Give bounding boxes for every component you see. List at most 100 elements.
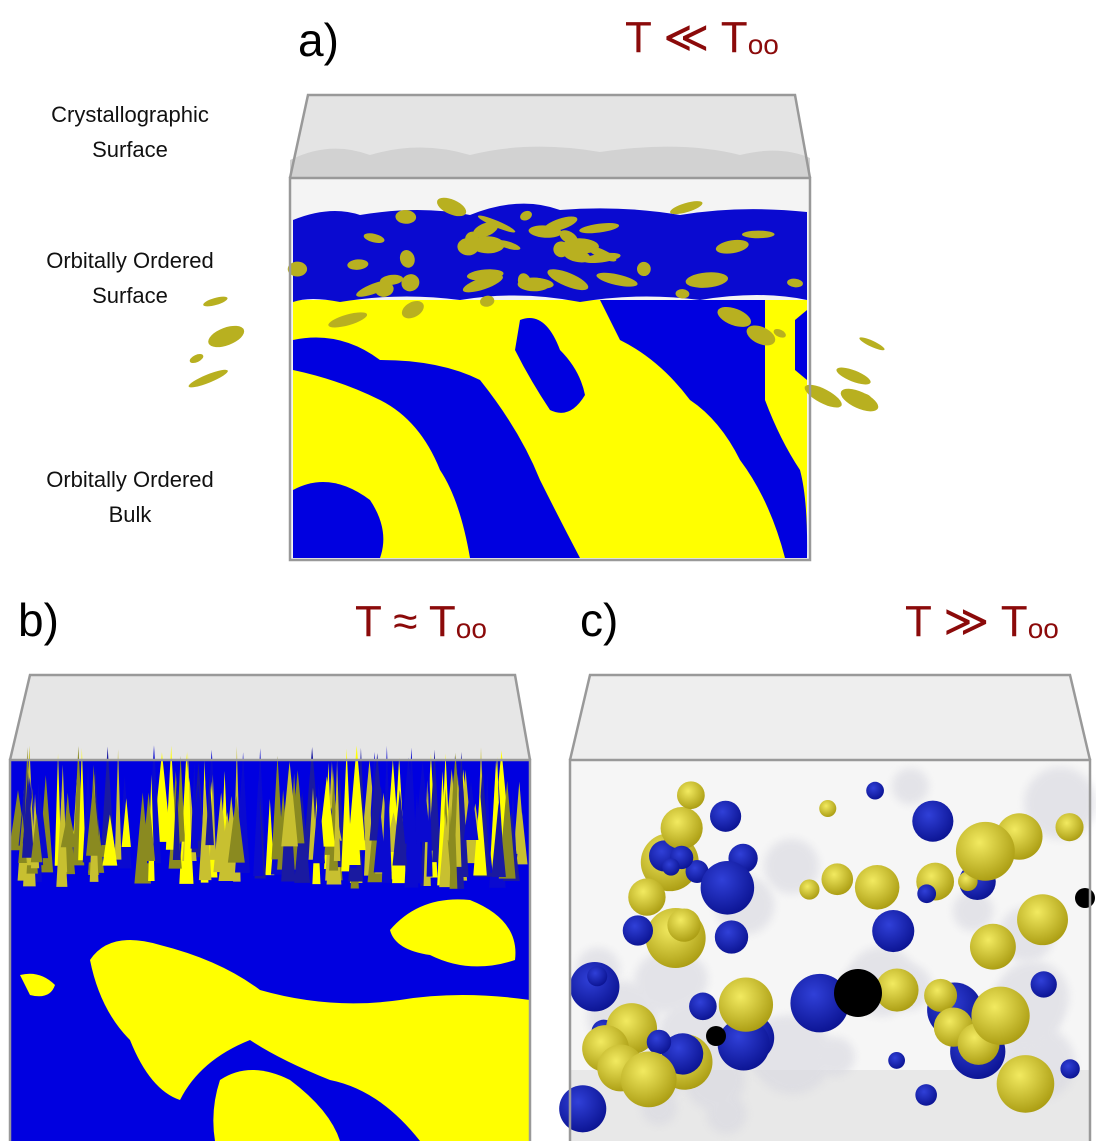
patch bbox=[547, 269, 589, 291]
spike bbox=[86, 781, 101, 856]
ghost-surface bbox=[290, 146, 810, 178]
patch bbox=[840, 388, 879, 412]
layer-label: Crystallographic bbox=[51, 102, 209, 127]
patch bbox=[287, 261, 308, 277]
layer-label: Surface bbox=[92, 283, 168, 308]
patch bbox=[401, 274, 420, 292]
box-top bbox=[10, 675, 530, 760]
spike bbox=[190, 761, 199, 849]
spike bbox=[333, 759, 341, 861]
temperature-label: T ≪ Too bbox=[625, 13, 779, 62]
patch bbox=[477, 215, 516, 233]
cluster bbox=[996, 1055, 1055, 1113]
spike bbox=[439, 813, 452, 888]
spike bbox=[172, 779, 181, 861]
cluster bbox=[700, 861, 755, 915]
spike bbox=[392, 789, 408, 866]
cluster bbox=[667, 908, 701, 942]
cluster bbox=[661, 1033, 704, 1075]
cluster bbox=[1075, 888, 1095, 908]
cluster bbox=[834, 969, 882, 1017]
temperature-subscript: oo bbox=[456, 613, 487, 644]
spike bbox=[312, 784, 325, 864]
panel-label: b) bbox=[18, 594, 59, 646]
cluster bbox=[660, 807, 703, 850]
patch bbox=[559, 230, 578, 245]
patch bbox=[715, 239, 749, 254]
cluster bbox=[677, 781, 705, 810]
temperature-label: T ≫ Too bbox=[905, 597, 1059, 646]
cluster bbox=[969, 923, 1016, 970]
patch bbox=[520, 210, 532, 221]
spike bbox=[349, 769, 361, 865]
panel-label: a) bbox=[298, 14, 339, 66]
ghost-cluster bbox=[815, 1037, 855, 1077]
patch bbox=[188, 369, 228, 388]
ghost-cluster bbox=[764, 838, 819, 894]
cluster bbox=[790, 973, 849, 1033]
ghost-cluster bbox=[952, 890, 994, 932]
spike bbox=[463, 781, 479, 841]
ghost-cluster bbox=[892, 768, 929, 805]
cluster bbox=[799, 879, 820, 900]
cluster bbox=[646, 1029, 672, 1055]
spike bbox=[22, 771, 34, 858]
layer-label: Orbitally Ordered bbox=[46, 467, 214, 492]
cluster bbox=[1055, 813, 1084, 842]
patch bbox=[637, 261, 651, 277]
spike bbox=[227, 795, 245, 863]
panel-a bbox=[188, 93, 885, 562]
patch bbox=[685, 272, 729, 288]
surface-spikes bbox=[9, 745, 528, 889]
panel-label: c) bbox=[580, 594, 618, 646]
cluster bbox=[854, 865, 900, 910]
spike bbox=[449, 773, 458, 889]
spike bbox=[205, 775, 214, 846]
cluster bbox=[888, 1052, 906, 1069]
cluster bbox=[819, 799, 837, 818]
spike bbox=[60, 808, 77, 848]
cluster bbox=[587, 966, 608, 987]
cluster bbox=[821, 863, 854, 896]
patch bbox=[579, 223, 620, 234]
spike bbox=[198, 779, 212, 881]
cluster bbox=[620, 1051, 677, 1108]
spike bbox=[428, 749, 441, 851]
spike bbox=[114, 749, 122, 860]
patch bbox=[480, 295, 495, 307]
temperature-text: T ≈ T bbox=[355, 597, 456, 646]
patch bbox=[859, 337, 885, 351]
spike bbox=[102, 814, 118, 866]
cluster bbox=[1060, 1059, 1080, 1079]
patch bbox=[395, 210, 417, 224]
cluster bbox=[710, 800, 742, 832]
panel-c bbox=[559, 673, 1096, 1141]
cluster bbox=[971, 986, 1030, 1045]
bulk-domains bbox=[20, 899, 530, 1141]
spike bbox=[218, 812, 237, 882]
cluster bbox=[718, 977, 774, 1032]
patch bbox=[363, 233, 385, 243]
bulk-domains bbox=[293, 300, 808, 558]
patch bbox=[563, 248, 591, 263]
cluster bbox=[706, 1026, 726, 1046]
patch bbox=[328, 312, 368, 328]
patch bbox=[528, 225, 562, 238]
surface-patches bbox=[188, 197, 885, 412]
temperature-subscript: oo bbox=[1028, 613, 1059, 644]
spike bbox=[30, 812, 43, 863]
patch bbox=[203, 296, 228, 307]
box-edges bbox=[568, 673, 1092, 1141]
patch bbox=[675, 289, 690, 299]
cluster bbox=[917, 884, 937, 904]
spike bbox=[165, 745, 177, 850]
spike bbox=[142, 792, 156, 862]
spike bbox=[404, 747, 419, 888]
cluster bbox=[714, 920, 749, 954]
box-top bbox=[570, 675, 1090, 760]
patch bbox=[401, 301, 424, 319]
ordered-surface bbox=[293, 203, 807, 302]
cluster bbox=[872, 909, 915, 953]
cluster bbox=[912, 800, 954, 842]
